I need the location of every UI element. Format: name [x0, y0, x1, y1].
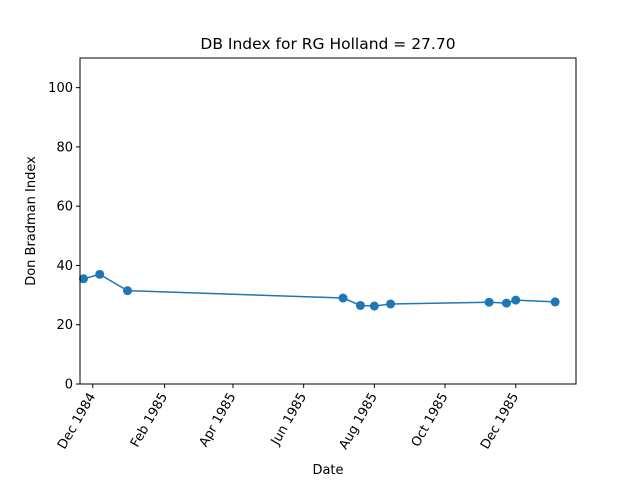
y-tick-label: 100	[48, 81, 73, 96]
data-point	[355, 300, 365, 310]
chart-title: DB Index for RG Holland = 27.70	[200, 35, 455, 53]
y-axis-label: Don Bradman Index	[24, 156, 39, 286]
x-tick-label: Dec 1985	[478, 391, 522, 453]
plot-frame	[79, 57, 577, 385]
data-point	[95, 269, 105, 279]
y-tick-label: 20	[56, 318, 73, 333]
data-point	[369, 301, 379, 311]
data-point	[78, 274, 88, 284]
data-point	[123, 286, 133, 296]
data-point	[484, 297, 494, 307]
y-tick-label: 60	[56, 200, 73, 215]
series-line	[83, 273, 556, 307]
x-axis: Dec 1984 Feb 1985 Apr 1985 Jun 1985 Aug 1985…	[55, 384, 522, 452]
x-axis-label: Date	[312, 463, 343, 478]
y-tick-label: 0	[65, 378, 73, 393]
x-tick-label: Oct 1985	[409, 391, 452, 450]
x-tick-label: Apr 1985	[197, 391, 240, 450]
data-point	[386, 299, 396, 309]
y-tick-label: 80	[56, 140, 73, 155]
data-point	[550, 297, 560, 307]
data-point	[338, 293, 348, 303]
y-tick-label: 40	[56, 259, 73, 274]
data-point	[501, 298, 511, 308]
x-tick-label: Dec 1984	[55, 391, 99, 453]
x-tick-label: Feb 1985	[128, 391, 171, 451]
x-tick-label: Aug 1985	[337, 391, 381, 453]
x-tick-label: Jun 1985	[268, 391, 310, 449]
y-axis: 0 20 40 60 80 100	[48, 81, 80, 393]
series-layer	[78, 269, 560, 311]
data-point	[511, 295, 521, 305]
